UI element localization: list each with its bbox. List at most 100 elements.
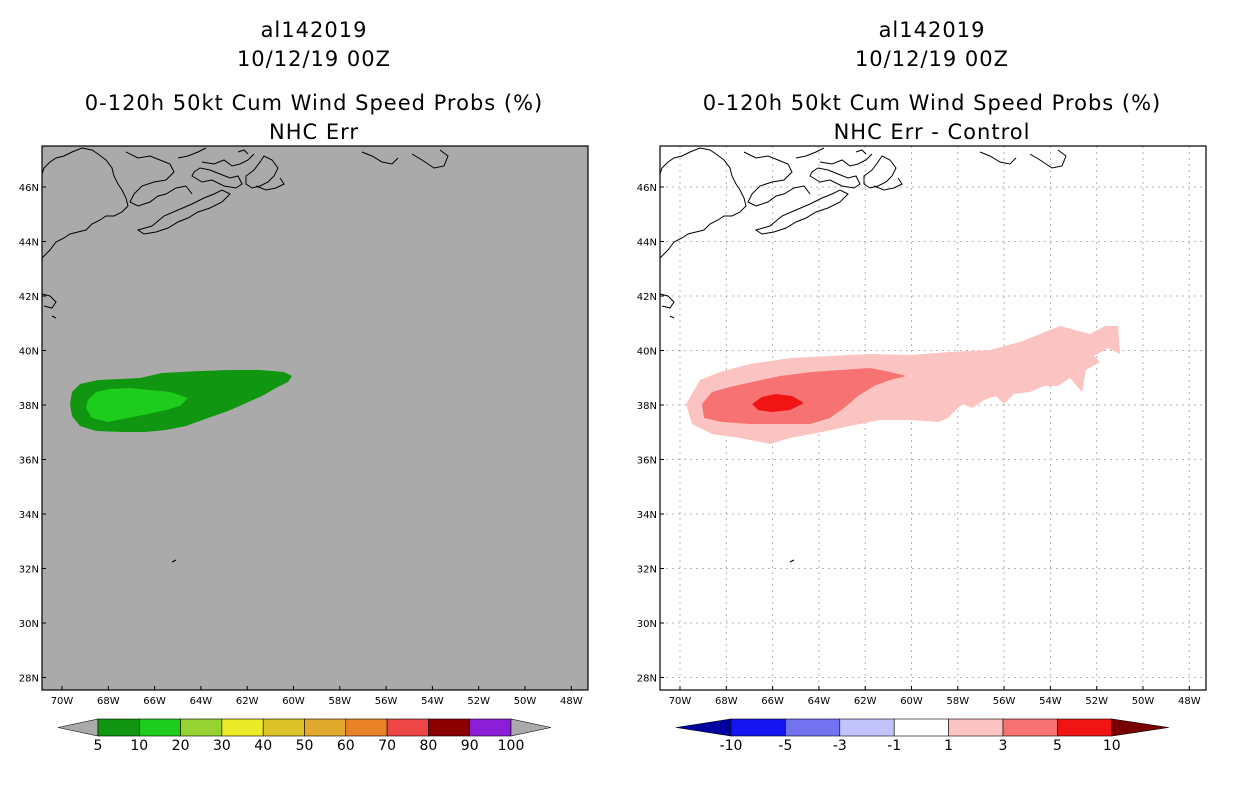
colorbar-label: 5 <box>94 738 103 754</box>
colorbar-swatch <box>785 718 841 737</box>
colorbar-label: -3 <box>833 738 847 754</box>
lon-tick-label: 58W <box>328 696 351 707</box>
colorbar-swatch <box>97 718 140 737</box>
colorbar-label: -5 <box>778 738 792 754</box>
colorbar-swatch <box>1002 718 1058 737</box>
colorbar-label: 50 <box>296 738 314 754</box>
lon-tick-label: 50W <box>514 696 537 707</box>
colorbar-swatch <box>730 718 786 737</box>
colorbar-label: 3 <box>999 738 1008 754</box>
lat-tick-label: 44N <box>637 238 657 249</box>
colorbar-under-triangle <box>675 718 732 737</box>
lon-tick-label: 70W <box>669 696 692 707</box>
lat-tick-label: 28N <box>19 674 39 685</box>
lon-tick-label: 64W <box>190 696 213 707</box>
lat-tick-label: 46N <box>637 183 657 194</box>
lon-tick-label: 54W <box>421 696 444 707</box>
lat-tick-label: 40N <box>19 347 39 358</box>
colorbar-swatch <box>428 718 470 737</box>
colorbar-label: 80 <box>419 738 437 754</box>
colorbar-label: 90 <box>461 738 479 754</box>
lon-tick-label: 66W <box>761 696 784 707</box>
colorbar-label: -10 <box>720 738 743 754</box>
lat-tick-label: 46N <box>19 183 39 194</box>
right-map-frame <box>659 145 1207 691</box>
lat-tick-label: 42N <box>637 292 657 303</box>
lat-tick-label: 42N <box>19 292 39 303</box>
lon-tick-label: 48W <box>560 696 583 707</box>
lat-tick-label: 32N <box>637 565 657 576</box>
colorbar-swatch <box>839 718 895 737</box>
lat-tick-label: 30N <box>19 619 39 630</box>
right-diff-band-3-5 <box>702 368 906 424</box>
right-storm-id: al142019 <box>878 18 986 42</box>
left-title: 0-120h 50kt Cum Wind Speed Probs (%) <box>84 91 544 115</box>
colorbar-swatch <box>893 718 949 737</box>
lat-tick-label: 30N <box>637 619 657 630</box>
right-colorbar <box>675 718 1169 737</box>
lat-tick-label: 34N <box>637 510 657 521</box>
left-map: 46N 44N 42N 40N 38N 36N 34N 32N 30N 28N 70W 68W 66W… <box>19 145 589 707</box>
colorbar-swatch <box>386 718 429 737</box>
colorbar-over-triangle <box>1111 718 1169 737</box>
lon-tick-label: 56W <box>375 696 398 707</box>
right-map: 46N 44N 42N 40N 38N 36N 34N 32N 30N 28N 70W 68W 66W… <box>637 145 1207 707</box>
lat-tick-label: 40N <box>637 347 657 358</box>
colorbar-label: 60 <box>337 738 355 754</box>
right-diff-band-5-10 <box>752 394 804 412</box>
lat-tick-label: 34N <box>19 510 39 521</box>
lon-tick-label: 52W <box>1085 696 1108 707</box>
left-lon-ticks: 70W 68W 66W 64W 62W 60W 58W 56W 54W 52W 50W 48W <box>51 686 583 707</box>
colorbar-label: 100 <box>498 738 525 754</box>
lon-tick-label: 50W <box>1132 696 1155 707</box>
lon-tick-label: 62W <box>236 696 259 707</box>
lon-tick-label: 58W <box>946 696 969 707</box>
left-map-frame <box>41 145 589 691</box>
lon-tick-label: 48W <box>1178 696 1201 707</box>
left-datetime: 10/12/19 00Z <box>236 47 392 71</box>
colorbar-swatch <box>180 718 223 737</box>
lat-tick-label: 44N <box>19 238 39 249</box>
right-title: 0-120h 50kt Cum Wind Speed Probs (%) <box>702 91 1162 115</box>
lat-tick-label: 28N <box>637 674 657 685</box>
lon-tick-label: 54W <box>1039 696 1062 707</box>
colorbar-label: -1 <box>887 738 901 754</box>
left-colorbar <box>57 718 552 737</box>
left-storm-id: al142019 <box>260 18 368 42</box>
right-datetime: 10/12/19 00Z <box>854 47 1010 71</box>
colorbar-swatch <box>1057 718 1113 737</box>
left-subtitle: NHC Err <box>268 120 359 144</box>
colorbar-label: 30 <box>213 738 231 754</box>
right-lat-ticks: 46N 44N 42N 40N 38N 36N 34N 32N 30N 28N <box>637 183 664 685</box>
colorbar-swatch <box>221 718 264 737</box>
colorbar-label: 10 <box>130 738 148 754</box>
colorbar-label: 1 <box>944 738 953 754</box>
left-lat-ticks: 46N 44N 42N 40N 38N 36N 34N 32N 30N 28N <box>19 183 46 685</box>
colorbar-label: 70 <box>378 738 396 754</box>
colorbar-swatch <box>262 718 305 737</box>
colorbar-label: 40 <box>254 738 272 754</box>
lat-tick-label: 38N <box>19 401 39 412</box>
colorbar-over-triangle <box>510 718 552 737</box>
lat-tick-label: 38N <box>637 401 657 412</box>
lon-tick-label: 52W <box>467 696 490 707</box>
colorbar-swatch <box>469 718 512 737</box>
lon-tick-label: 66W <box>143 696 166 707</box>
lon-tick-label: 60W <box>900 696 923 707</box>
colorbar-label: 10 <box>1103 738 1121 754</box>
lon-tick-label: 68W <box>97 696 120 707</box>
colorbar-label: 20 <box>172 738 190 754</box>
lat-tick-label: 32N <box>19 565 39 576</box>
colorbar-swatch <box>345 718 388 737</box>
colorbar-under-triangle <box>57 718 99 737</box>
lat-tick-label: 36N <box>19 456 39 467</box>
right-colorbar-labels: -10 -5 -3 -1 1 3 5 10 <box>720 738 1121 754</box>
lon-tick-label: 64W <box>808 696 831 707</box>
lon-tick-label: 62W <box>854 696 877 707</box>
left-prob-band-10-20 <box>86 388 188 422</box>
colorbar-swatch <box>948 718 1004 737</box>
colorbar-label: 5 <box>1053 738 1062 754</box>
colorbar-swatch <box>304 718 347 737</box>
right-subtitle: NHC Err - Control <box>833 120 1031 144</box>
